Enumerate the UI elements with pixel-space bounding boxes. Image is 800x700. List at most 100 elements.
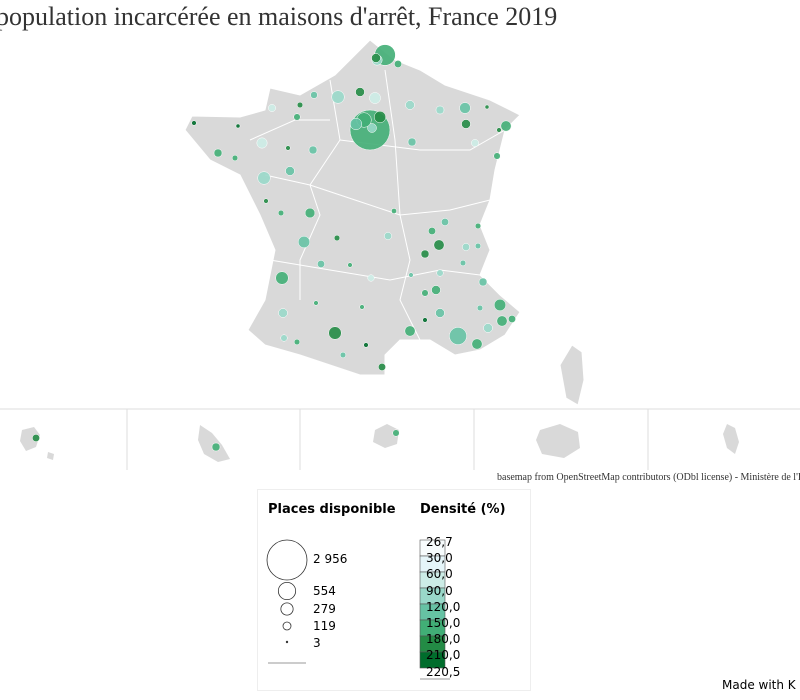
- prison-circle[interactable]: [235, 123, 241, 129]
- mayotte: [723, 424, 739, 454]
- prison-circle[interactable]: [367, 274, 375, 282]
- prison-circle[interactable]: [484, 104, 490, 110]
- prison-circle[interactable]: [493, 298, 507, 312]
- prison-circle[interactable]: [428, 227, 436, 235]
- prison-circle[interactable]: [285, 166, 295, 176]
- prison-circle[interactable]: [435, 105, 445, 115]
- prison-circle[interactable]: [256, 137, 268, 149]
- prison-circle[interactable]: [285, 145, 291, 151]
- prison-circle[interactable]: [461, 119, 471, 129]
- prison-circle[interactable]: [263, 198, 269, 204]
- density-break-label: 30,0: [426, 551, 453, 566]
- prison-circle[interactable]: [297, 235, 311, 249]
- prison-circle[interactable]: [359, 304, 365, 310]
- prison-circle[interactable]: [278, 308, 288, 318]
- attribution: basemap from OpenStreetMap contributors …: [497, 472, 800, 483]
- prison-circle[interactable]: [493, 152, 501, 160]
- prison-circle[interactable]: [420, 249, 430, 259]
- prison-circle[interactable]: [296, 101, 304, 109]
- prison-circle[interactable]: [462, 243, 470, 251]
- size-label: 2 956: [313, 552, 348, 566]
- prison-circle[interactable]: [333, 234, 341, 242]
- prison-circle[interactable]: [349, 117, 363, 131]
- prison-circle[interactable]: [435, 308, 445, 318]
- prison-circle[interactable]: [391, 208, 397, 214]
- prison-circle[interactable]: [308, 145, 318, 155]
- prison-circle[interactable]: [394, 60, 402, 68]
- prison-circle[interactable]: [280, 334, 288, 342]
- prison-circle[interactable]: [317, 260, 325, 268]
- guyane: [373, 424, 399, 448]
- prison-circle[interactable]: [471, 139, 479, 147]
- prison-circle[interactable]: [367, 123, 377, 133]
- prison-circle[interactable]: [508, 315, 516, 323]
- corsica: [559, 344, 585, 406]
- prison-circle[interactable]: [191, 120, 197, 126]
- prison-circle[interactable]: [459, 259, 467, 267]
- made-with-credit: Made with K: [722, 678, 796, 692]
- prison-circle[interactable]: [293, 113, 301, 121]
- prison-circle[interactable]: [369, 92, 381, 104]
- size-label: 119: [313, 619, 336, 633]
- prison-circle[interactable]: [304, 207, 316, 219]
- prison-circle[interactable]: [405, 100, 415, 110]
- prison-circle[interactable]: [474, 242, 482, 250]
- prison-circle[interactable]: [474, 222, 482, 230]
- prison-circle[interactable]: [449, 327, 467, 345]
- prison-circle[interactable]: [471, 338, 483, 350]
- reunion: [536, 424, 580, 458]
- size-legend-circle: [280, 602, 294, 616]
- prison-circle[interactable]: [310, 91, 318, 99]
- density-break-label: 220,5: [426, 664, 461, 679]
- prison-circle[interactable]: [478, 277, 488, 287]
- prison-circle[interactable]: [371, 53, 381, 63]
- prison-circle[interactable]: [378, 363, 386, 371]
- map-title: population incarcérée en maisons d'arrêt…: [0, 2, 558, 31]
- prison-circle[interactable]: [277, 209, 285, 217]
- prison-circle[interactable]: [231, 154, 239, 162]
- prison-circle[interactable]: [384, 232, 392, 240]
- prison-circle[interactable]: [408, 272, 414, 278]
- prison-circle[interactable]: [339, 351, 347, 359]
- prison-circle[interactable]: [313, 300, 319, 306]
- prison-symbols: [32, 44, 516, 452]
- prison-circle[interactable]: [459, 102, 471, 114]
- prison-circle[interactable]: [213, 148, 223, 158]
- size-legend-circle: [266, 539, 308, 581]
- density-color-swatch: [419, 651, 446, 669]
- prison-circle[interactable]: [392, 429, 400, 437]
- prison-circle[interactable]: [355, 87, 365, 97]
- size-legend-circle: [285, 640, 289, 644]
- prison-circle[interactable]: [404, 325, 416, 337]
- density-break-label: 210,0: [426, 648, 461, 663]
- prison-circle[interactable]: [436, 269, 444, 277]
- prison-circle[interactable]: [500, 120, 512, 132]
- color-legend-title: Densité (%): [420, 502, 506, 517]
- prison-circle[interactable]: [431, 285, 441, 295]
- prison-circle[interactable]: [275, 271, 289, 285]
- prison-circle[interactable]: [407, 137, 417, 147]
- prison-circle[interactable]: [32, 434, 40, 442]
- prison-circle[interactable]: [476, 304, 484, 312]
- prison-circle[interactable]: [328, 326, 342, 340]
- density-break-label: 90,0: [426, 583, 453, 598]
- prison-circle[interactable]: [293, 338, 301, 346]
- prison-circle[interactable]: [268, 104, 276, 112]
- prison-circle[interactable]: [441, 218, 449, 226]
- prison-circle[interactable]: [363, 342, 369, 348]
- prison-circle[interactable]: [257, 171, 271, 185]
- prison-circle[interactable]: [211, 442, 221, 452]
- prison-circle[interactable]: [496, 127, 502, 133]
- prison-circle[interactable]: [331, 90, 345, 104]
- prison-circle[interactable]: [483, 323, 493, 333]
- density-break-label: 60,0: [426, 567, 453, 582]
- prison-circle[interactable]: [421, 289, 429, 297]
- prison-circle[interactable]: [373, 110, 387, 124]
- prison-circle[interactable]: [496, 315, 508, 327]
- prison-circle[interactable]: [422, 317, 428, 323]
- prison-circle[interactable]: [347, 262, 353, 268]
- prison-circle[interactable]: [433, 239, 445, 251]
- density-break-label: 26,7: [426, 535, 453, 549]
- legend: Places disponible Densité (%) 2 956 554 …: [257, 489, 531, 691]
